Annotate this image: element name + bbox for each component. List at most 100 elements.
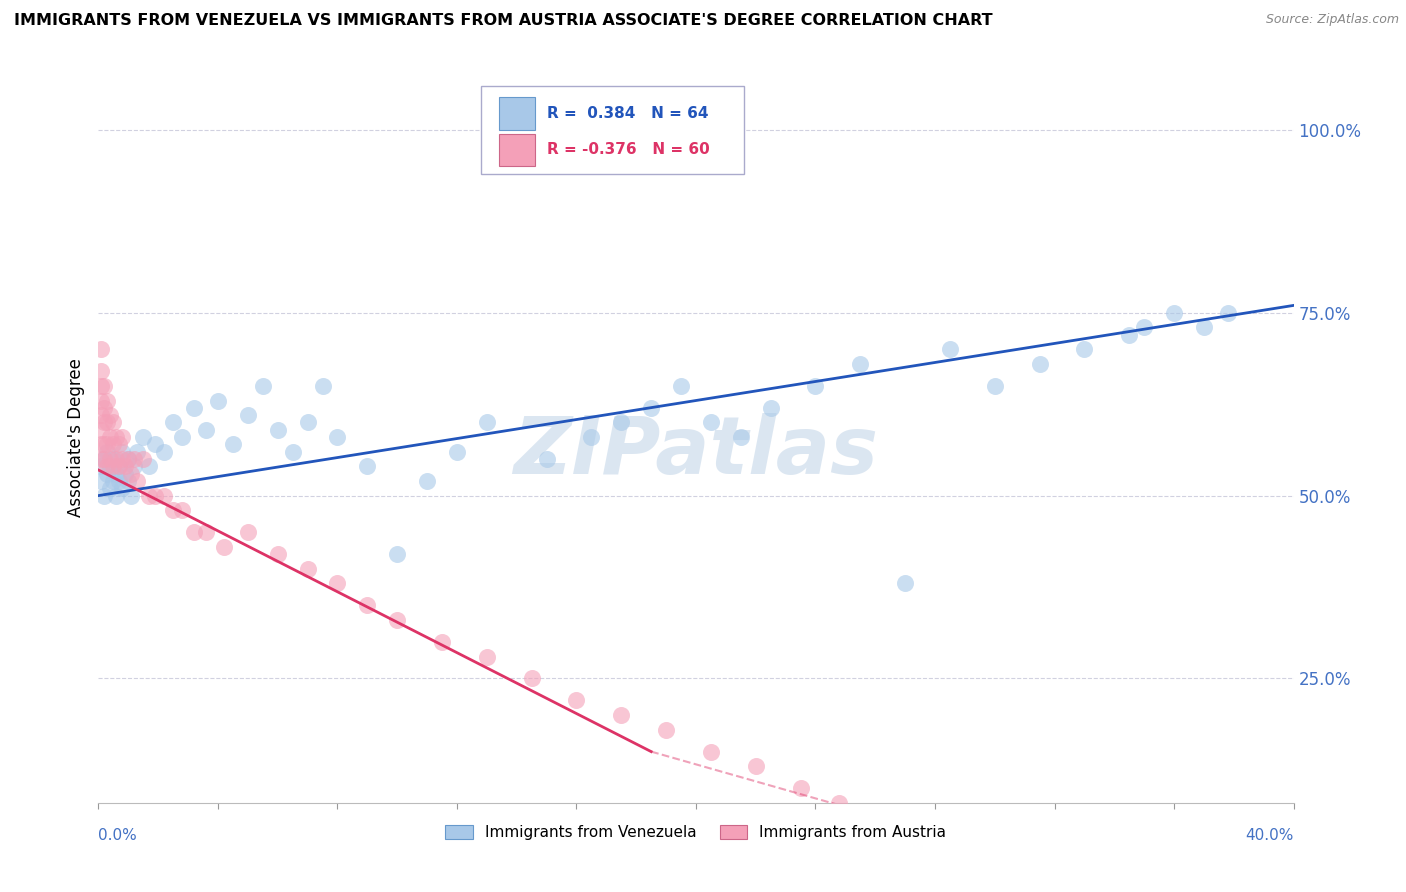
Point <box>138 489 160 503</box>
Point <box>90 343 112 357</box>
Point <box>207 393 229 408</box>
Point <box>105 467 128 481</box>
Point <box>153 444 176 458</box>
Point <box>640 401 662 415</box>
Point <box>475 416 498 430</box>
Point <box>789 781 811 796</box>
Point <box>416 474 439 488</box>
Point <box>124 459 146 474</box>
Point <box>297 562 319 576</box>
Text: R =  0.384   N = 64: R = 0.384 N = 64 <box>547 106 709 121</box>
Point <box>132 430 155 444</box>
Point <box>96 416 118 430</box>
Text: 0.0%: 0.0% <box>98 829 138 844</box>
Point <box>96 393 118 408</box>
Point <box>1028 357 1050 371</box>
Point <box>236 525 259 540</box>
Point <box>108 459 131 474</box>
Point <box>236 408 259 422</box>
Point <box>103 452 125 467</box>
Point <box>655 723 678 737</box>
FancyBboxPatch shape <box>499 134 534 167</box>
Point <box>446 444 468 458</box>
Point <box>98 408 122 422</box>
Point <box>1133 320 1156 334</box>
Point <box>98 430 122 444</box>
Point <box>93 437 115 451</box>
Point <box>865 810 887 824</box>
Point <box>804 379 827 393</box>
Point <box>984 379 1007 393</box>
Point <box>98 459 122 474</box>
Point <box>138 459 160 474</box>
Point <box>111 452 134 467</box>
Point <box>127 474 149 488</box>
Text: ZIPatlas: ZIPatlas <box>513 413 879 491</box>
Point <box>98 481 122 495</box>
Point <box>96 437 118 451</box>
Point <box>124 452 146 467</box>
Text: IMMIGRANTS FROM VENEZUELA VS IMMIGRANTS FROM AUSTRIA ASSOCIATE'S DEGREE CORRELAT: IMMIGRANTS FROM VENEZUELA VS IMMIGRANTS … <box>14 13 993 29</box>
Point <box>183 401 205 415</box>
FancyBboxPatch shape <box>499 97 534 130</box>
Point <box>120 489 142 503</box>
FancyBboxPatch shape <box>481 86 744 174</box>
Point <box>132 452 155 467</box>
Point <box>93 452 115 467</box>
Point <box>172 503 194 517</box>
Point <box>105 452 128 467</box>
Point <box>536 452 558 467</box>
Point <box>222 437 245 451</box>
Point <box>103 459 125 474</box>
Point <box>120 467 142 481</box>
Text: 40.0%: 40.0% <box>1246 829 1294 844</box>
Point <box>90 423 112 437</box>
Point <box>828 796 851 810</box>
Point <box>90 393 112 408</box>
Point <box>894 576 917 591</box>
Point <box>520 672 543 686</box>
Point <box>281 444 304 458</box>
Point <box>385 547 409 561</box>
Point <box>96 467 118 481</box>
Point <box>98 452 122 467</box>
Point <box>326 576 349 591</box>
Point <box>90 379 112 393</box>
Point <box>610 708 633 723</box>
Point <box>143 437 166 451</box>
Point <box>183 525 205 540</box>
Point <box>700 745 723 759</box>
Point <box>267 423 290 437</box>
Point <box>108 437 131 451</box>
Point <box>90 474 112 488</box>
Point <box>114 459 136 474</box>
Point <box>195 423 218 437</box>
Point <box>356 599 378 613</box>
Point <box>565 693 588 707</box>
Point <box>1118 327 1140 342</box>
Point <box>1073 343 1095 357</box>
Point <box>252 379 274 393</box>
Point <box>90 364 112 378</box>
Point <box>90 452 112 467</box>
Point <box>93 416 115 430</box>
Point <box>385 613 409 627</box>
Point <box>1163 306 1185 320</box>
Point <box>103 416 125 430</box>
Point <box>108 459 131 474</box>
Point <box>108 474 131 488</box>
Point <box>297 416 319 430</box>
Point <box>326 430 349 444</box>
Point <box>356 459 378 474</box>
Point <box>111 481 134 495</box>
Point <box>581 430 603 444</box>
Point <box>153 489 176 503</box>
Point <box>93 401 115 415</box>
Point <box>93 489 115 503</box>
Point <box>162 503 184 517</box>
Point <box>117 474 139 488</box>
Point <box>1192 320 1215 334</box>
Point <box>669 379 692 393</box>
Point <box>745 759 768 773</box>
Text: Source: ZipAtlas.com: Source: ZipAtlas.com <box>1265 13 1399 27</box>
